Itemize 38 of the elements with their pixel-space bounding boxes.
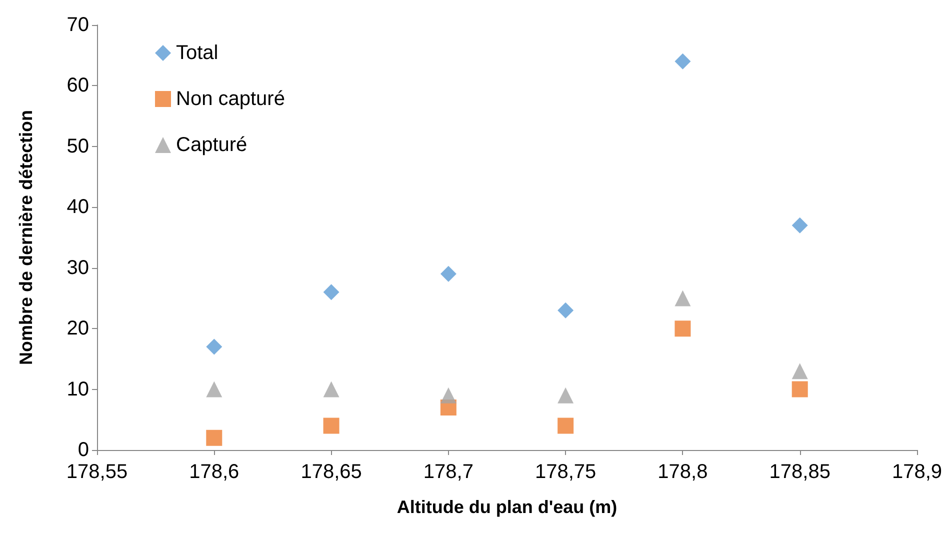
point xyxy=(440,266,456,282)
y-tick-label: 30 xyxy=(66,256,89,279)
x-axis-title: Altitude du plan d'eau (m) xyxy=(396,497,618,517)
legend-label: Non capturé xyxy=(176,88,285,110)
y-tick-label: 0 xyxy=(78,439,89,461)
y-axis-title: Nombre de dernière détection xyxy=(16,110,36,366)
point xyxy=(440,387,456,404)
point xyxy=(323,381,340,398)
y-tick-label: 40 xyxy=(66,196,89,218)
y-tick-label: 20 xyxy=(66,318,89,340)
point xyxy=(323,418,340,434)
x-tick-label: 178,75 xyxy=(534,461,596,483)
x-tick-label: 178,55 xyxy=(66,461,128,483)
point xyxy=(206,381,222,398)
y-tick-label: 60 xyxy=(66,74,89,97)
legend-label: Total xyxy=(176,42,218,64)
x-tick-label: 178,85 xyxy=(769,461,830,483)
point xyxy=(323,284,340,300)
y-tick-label: 70 xyxy=(66,14,89,36)
x-tick-label: 178,6 xyxy=(189,461,240,483)
x-tick-label: 178,7 xyxy=(423,461,474,483)
point xyxy=(674,320,691,337)
point xyxy=(674,290,691,306)
point xyxy=(206,430,222,446)
point xyxy=(792,381,808,398)
point xyxy=(792,217,808,234)
point xyxy=(558,418,574,434)
x-tick-label: 178,8 xyxy=(658,461,708,483)
legend-label: Capturé xyxy=(176,134,248,156)
point xyxy=(792,363,808,380)
point xyxy=(206,338,222,355)
point xyxy=(558,387,574,404)
x-tick-label: 178,9 xyxy=(892,461,942,483)
y-tick-label: 50 xyxy=(66,135,89,158)
point xyxy=(674,53,691,70)
point xyxy=(558,302,574,318)
y-tick-label: 10 xyxy=(66,378,89,400)
x-tick-label: 178,65 xyxy=(300,461,362,483)
